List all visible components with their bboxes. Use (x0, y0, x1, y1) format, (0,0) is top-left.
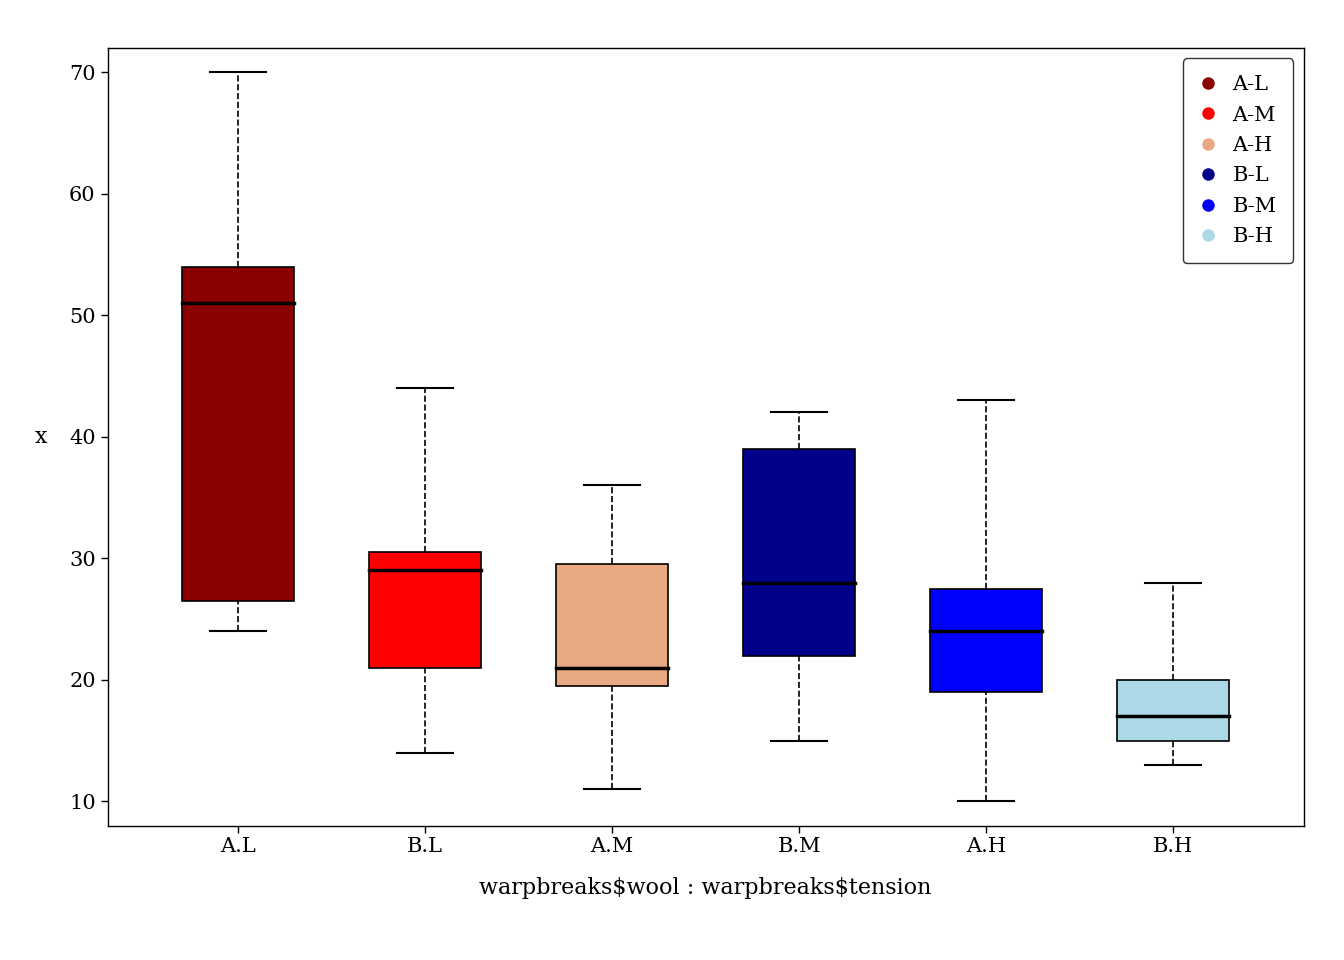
Y-axis label: x: x (35, 426, 47, 447)
Bar (556, 564, 668, 685)
Bar (183, 267, 294, 601)
Bar (370, 552, 481, 667)
Bar (743, 449, 855, 656)
Bar (930, 588, 1042, 692)
X-axis label: warpbreaks\$wool : warpbreaks\$tension: warpbreaks\$wool : warpbreaks\$tension (480, 877, 931, 900)
Legend: A-L, A-M, A-H, B-L, B-M, B-H: A-L, A-M, A-H, B-L, B-M, B-H (1183, 59, 1293, 263)
Bar (1117, 680, 1228, 740)
